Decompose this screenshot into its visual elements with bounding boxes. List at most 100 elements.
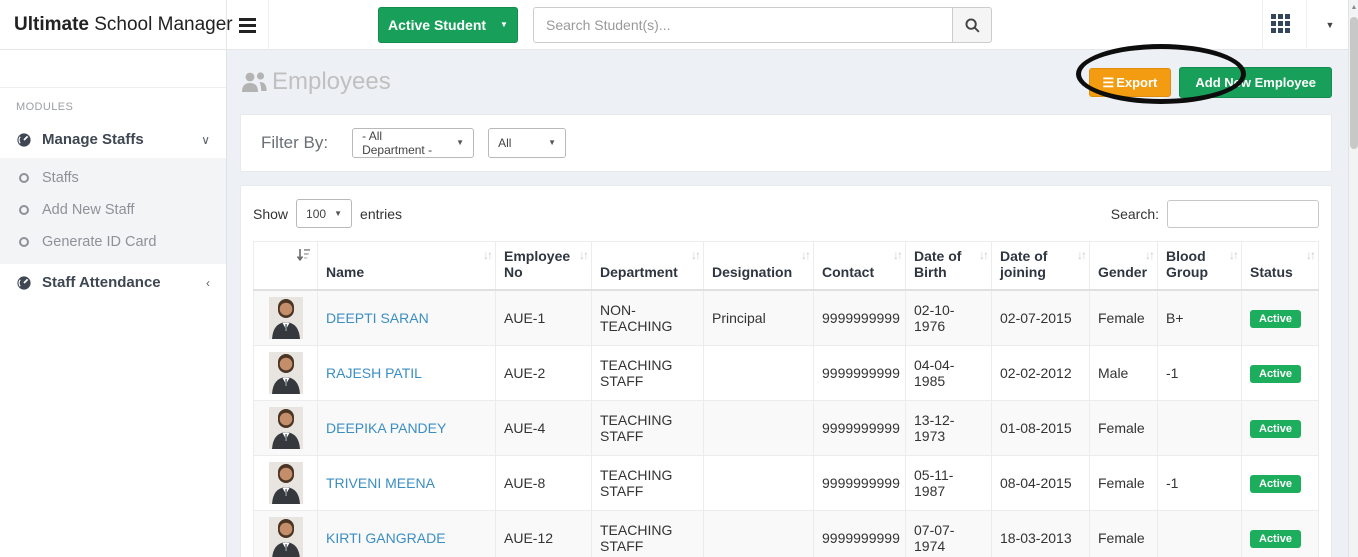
sort-both-icon: ↓↑ bbox=[1229, 248, 1239, 262]
export-button[interactable]: ☰ Export bbox=[1088, 67, 1172, 97]
cell-designation bbox=[703, 345, 814, 401]
cell-doj: 02-07-2015 bbox=[991, 289, 1090, 346]
table-header-row: Name ↓↑ Employee No ↓↑ Department ↓↑ Design… bbox=[253, 241, 1319, 291]
cell-doj: 18-03-2013 bbox=[991, 510, 1090, 557]
employee-avatar bbox=[268, 297, 303, 339]
col-header-employee-no[interactable]: Employee No ↓↑ bbox=[495, 241, 592, 291]
sidebar-item-manage-staffs[interactable]: Manage Staffs ∨ bbox=[0, 121, 226, 158]
app-brand: Ultimate School Manager bbox=[0, 0, 233, 50]
department-filter-select[interactable]: - All Department - ▼ bbox=[352, 128, 475, 158]
col-header-photo[interactable] bbox=[253, 241, 318, 291]
cell-employee-no: AUE-1 bbox=[495, 289, 592, 346]
cell-designation bbox=[703, 455, 814, 511]
cell-dob: 07-07-1974 bbox=[905, 510, 992, 557]
type-filter-select[interactable]: All ▼ bbox=[488, 128, 567, 158]
employee-avatar bbox=[268, 462, 303, 504]
account-menu-caret[interactable]: ▼ bbox=[1325, 20, 1335, 30]
search-icon bbox=[964, 17, 980, 33]
sort-both-icon: ↓↑ bbox=[1145, 248, 1155, 262]
cell-doj: 08-04-2015 bbox=[991, 455, 1090, 511]
col-header-designation[interactable]: Designation ↓↑ bbox=[703, 241, 814, 291]
col-header-contact[interactable]: Contact ↓↑ bbox=[813, 241, 906, 291]
col-header-name[interactable]: Name ↓↑ bbox=[317, 241, 496, 291]
cell-designation bbox=[703, 510, 814, 557]
search-button[interactable] bbox=[953, 7, 992, 43]
cell-gender: Female bbox=[1089, 289, 1158, 346]
col-header-date-of-joining[interactable]: Date of joining ↓↑ bbox=[991, 241, 1090, 291]
status-badge: Active bbox=[1250, 309, 1302, 328]
page-size-value: 100 bbox=[306, 206, 327, 221]
cell-gender: Male bbox=[1089, 345, 1158, 401]
employees-users-icon bbox=[242, 72, 267, 92]
table-search-label: Search: bbox=[1110, 205, 1159, 222]
scrollbar-thumb[interactable] bbox=[1350, 17, 1358, 149]
cell-doj: 02-02-2012 bbox=[991, 345, 1090, 401]
employee-name-link[interactable]: KIRTI GANGRADE bbox=[326, 530, 446, 546]
active-student-label: Active Student bbox=[388, 17, 487, 33]
sidebar-item-staff-attendance[interactable]: Staff Attendance ‹ bbox=[0, 264, 226, 301]
topbar-divider bbox=[1262, 0, 1263, 50]
table-search-input[interactable] bbox=[1167, 199, 1319, 228]
cell-blood-group: -1 bbox=[1157, 345, 1242, 401]
scroll-up-arrow-icon[interactable]: ▲ bbox=[1350, 4, 1358, 11]
sidebar-item-staffs[interactable]: Staffs bbox=[0, 162, 226, 194]
add-new-employee-button[interactable]: Add New Employee bbox=[1179, 66, 1332, 98]
table-row: DEEPTI SARAN AUE-1 NON-TEACHING Principa… bbox=[253, 289, 1319, 346]
sort-both-icon: ↓↑ bbox=[979, 248, 989, 262]
student-search-input[interactable] bbox=[533, 7, 953, 43]
circle-icon bbox=[19, 173, 29, 183]
active-student-dropdown[interactable]: Active Student ▼ bbox=[378, 7, 518, 43]
col-header-status[interactable]: Status ↓↑ bbox=[1241, 241, 1319, 291]
status-badge: Active bbox=[1250, 419, 1302, 438]
sidebar: MODULES Manage Staffs ∨ Staffs Add New S… bbox=[0, 50, 227, 557]
type-filter-value: All bbox=[498, 136, 512, 150]
employee-name-link[interactable]: DEEPTI SARAN bbox=[326, 310, 429, 326]
table-controls: Show 100 ▼ entries Search: bbox=[253, 199, 1319, 228]
col-header-gender[interactable]: Gender ↓↑ bbox=[1089, 241, 1158, 291]
cell-dob: 05-11-1987 bbox=[905, 455, 992, 511]
cell-employee-no: AUE-8 bbox=[495, 455, 592, 511]
cell-contact: 9999999999 bbox=[813, 510, 906, 557]
col-header-blood-group[interactable]: Blood Group ↓↑ bbox=[1157, 241, 1242, 291]
scrollbar[interactable]: ▲ bbox=[1348, 0, 1358, 557]
cell-blood-group: B+ bbox=[1157, 289, 1242, 346]
main-content: Employees ☰ Export Add New Employee Filte… bbox=[227, 51, 1348, 557]
sidebar-item-add-new-staff[interactable]: Add New Staff bbox=[0, 194, 226, 226]
caret-down-icon: ▼ bbox=[456, 138, 465, 147]
sort-both-icon: ↓↑ bbox=[579, 248, 589, 262]
manage-staffs-submenu: Staffs Add New Staff Generate ID Card bbox=[0, 158, 226, 264]
cell-dob: 02-10-1976 bbox=[905, 289, 992, 346]
show-label: Show bbox=[253, 205, 289, 222]
col-header-department[interactable]: Department ↓↑ bbox=[591, 241, 704, 291]
employee-name-link[interactable]: RAJESH PATIL bbox=[326, 365, 422, 381]
page-size-select[interactable]: 100 ▼ bbox=[296, 199, 353, 228]
cell-doj: 01-08-2015 bbox=[991, 400, 1090, 456]
cell-designation bbox=[703, 400, 814, 456]
header-actions: ☰ Export Add New Employee bbox=[1088, 66, 1332, 98]
sort-both-icon: ↓↑ bbox=[893, 248, 903, 262]
caret-down-icon: ▼ bbox=[334, 208, 342, 218]
sidebar-toggle-button[interactable] bbox=[227, 0, 269, 50]
sort-both-icon: ↓↑ bbox=[801, 248, 811, 262]
sidebar-item-generate-id-card[interactable]: Generate ID Card bbox=[0, 226, 226, 258]
table-row: RAJESH PATIL AUE-2 TEACHING STAFF 999999… bbox=[253, 345, 1319, 401]
apps-grid-icon[interactable] bbox=[1271, 14, 1293, 36]
sort-both-icon: ↓↑ bbox=[691, 248, 701, 262]
col-header-date-of-birth[interactable]: Date of Birth ↓↑ bbox=[905, 241, 992, 291]
employee-avatar bbox=[268, 352, 303, 394]
list-icon: ☰ bbox=[1102, 74, 1115, 90]
status-badge: Active bbox=[1250, 474, 1302, 493]
cell-blood-group bbox=[1157, 400, 1242, 456]
sort-both-icon: ↓↑ bbox=[1077, 248, 1087, 262]
table-search-control: Search: bbox=[1110, 199, 1319, 228]
cell-blood-group: -1 bbox=[1157, 455, 1242, 511]
employee-name-link[interactable]: DEEPIKA PANDEY bbox=[326, 420, 447, 436]
sidebar-section-label: MODULES bbox=[16, 101, 74, 113]
caret-down-icon: ▼ bbox=[548, 138, 557, 147]
cell-employee-no: AUE-4 bbox=[495, 400, 592, 456]
table-row: KIRTI GANGRADE AUE-12 TEACHING STAFF 999… bbox=[253, 510, 1319, 557]
employee-name-link[interactable]: TRIVENI MEENA bbox=[326, 475, 435, 491]
student-search bbox=[533, 7, 992, 43]
sidebar-item-label: Manage Staffs bbox=[42, 131, 144, 148]
cell-employee-no: AUE-12 bbox=[495, 510, 592, 557]
